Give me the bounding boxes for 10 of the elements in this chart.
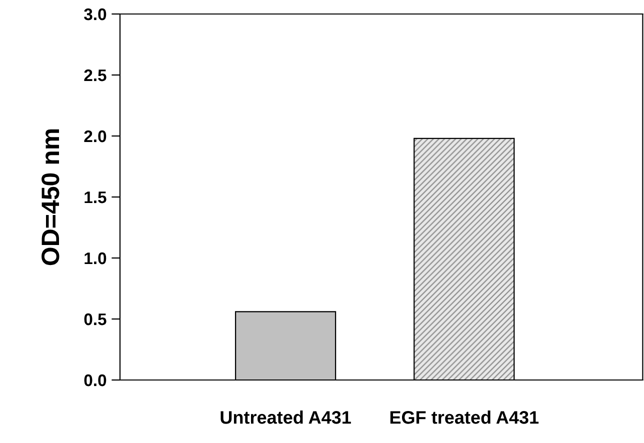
y-tick-label: 1.0 bbox=[84, 252, 106, 264]
y-tick-label: 1.5 bbox=[84, 192, 106, 204]
y-tick-label: 2.5 bbox=[84, 69, 106, 82]
y-tick-label: 0.0 bbox=[84, 374, 106, 386]
y-tick-label: 0.5 bbox=[84, 313, 106, 326]
x-tick-label: EGF treated A431 bbox=[390, 410, 539, 424]
y-tick-label: 2.0 bbox=[84, 130, 106, 142]
y-tick-label: 3.0 bbox=[84, 8, 106, 20]
x-tick-label: Untreated A431 bbox=[220, 410, 351, 424]
y-axis-title: OD=450 nm bbox=[42, 129, 60, 266]
